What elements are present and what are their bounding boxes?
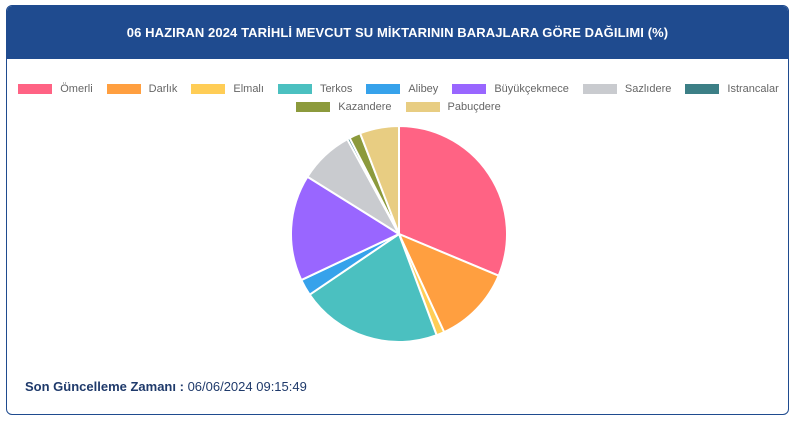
legend-label: Alibey [408,83,439,95]
legend-item[interactable]: Elmalı [191,82,264,96]
chart-card: 06 HAZIRAN 2024 TARİHLİ MEVCUT SU MİKTAR… [6,5,789,415]
legend-row: Kazandere Pabuçdere [7,100,788,114]
legend-label: Ömerli [60,83,93,95]
last-update: Son Güncelleme Zamanı : 06/06/2024 09:15… [25,379,307,394]
last-update-value: 06/06/2024 09:15:49 [187,379,307,394]
legend-swatch [582,84,617,94]
legend-label: Sazlıdere [624,83,672,95]
last-update-label: Son Güncelleme Zamanı : [25,379,184,394]
chart-title: 06 HAZIRAN 2024 TARİHLİ MEVCUT SU MİKTAR… [126,25,669,40]
chart-header: 06 HAZIRAN 2024 TARİHLİ MEVCUT SU MİKTAR… [7,6,788,59]
legend-item[interactable]: Ömerli [18,82,93,96]
legend-swatch [296,102,331,112]
legend-label: Elmalı [233,83,264,95]
pie-slice-büyükçekmece[interactable] [290,175,402,282]
legend-item[interactable]: Pabuçdere [405,100,501,114]
legend-swatch [685,84,720,94]
legend-item[interactable]: Alibey [366,82,438,96]
pie-slice-ömerli[interactable] [398,124,508,278]
legend-label: Terkos [319,83,353,95]
pie-slice-darlık[interactable] [397,232,500,334]
legend-item[interactable]: Sazlıdere [582,82,672,96]
chart-legend: Ömerli Darlık Elmalı Terkos Alibey Büyükçekme… [7,82,788,114]
legend-label: Darlık [148,83,178,95]
legend-swatch [452,84,487,94]
legend-swatch [405,102,440,112]
legend-swatch [366,84,401,94]
legend-label: Pabuçdere [447,101,501,113]
legend-swatch [277,84,312,94]
legend-item[interactable]: Istrancalar [685,82,779,96]
legend-item[interactable]: Büyükçekmece [452,82,569,96]
legend-swatch [18,84,53,94]
legend-swatch [191,84,226,94]
pie-chart [290,124,508,343]
legend-label: Büyükçekmece [494,83,569,95]
pie-slice-pabuçdere[interactable] [358,124,400,235]
legend-item[interactable]: Kazandere [296,100,392,114]
legend-swatch [106,84,141,94]
legend-row: Ömerli Darlık Elmalı Terkos Alibey Büyükçekme… [7,82,788,96]
legend-item[interactable]: Terkos [277,82,353,96]
legend-label: Kazandere [338,101,392,113]
pie-slice-terkos[interactable] [308,232,438,343]
legend-item[interactable]: Darlık [106,82,178,96]
legend-label: Istrancalar [727,83,779,95]
